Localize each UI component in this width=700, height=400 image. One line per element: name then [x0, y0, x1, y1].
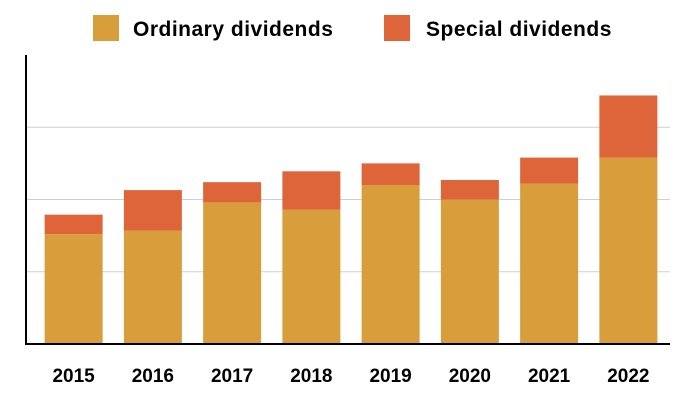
bar-special-2016	[123, 190, 182, 231]
legend-swatch-ordinary	[93, 15, 119, 41]
legend-label-ordinary: Ordinary dividends	[133, 18, 333, 41]
bars	[44, 95, 658, 344]
x-tick-label-2017: 2017	[211, 366, 253, 387]
x-tick-label-2021: 2021	[528, 366, 571, 387]
bar-special-2017	[203, 182, 262, 203]
bar-special-2015	[44, 214, 103, 235]
x-tick-label-2020: 2020	[449, 366, 491, 387]
x-tick-label-2015: 2015	[52, 366, 95, 387]
x-tick-label-2018: 2018	[290, 366, 332, 387]
bar-special-2020	[440, 179, 499, 200]
bar-ordinary-2019	[361, 185, 420, 344]
bar-special-2018	[282, 171, 341, 210]
bar-ordinary-2018	[282, 209, 341, 344]
legend-swatch-special	[384, 15, 410, 41]
bar-ordinary-2017	[203, 202, 262, 344]
legend: Ordinary dividends Special dividends	[93, 15, 612, 41]
x-tick-label-2022: 2022	[607, 366, 649, 387]
bar-ordinary-2016	[123, 230, 182, 344]
bar-ordinary-2022	[599, 157, 658, 344]
bar-special-2022	[599, 95, 658, 158]
legend-label-special: Special dividends	[426, 18, 612, 41]
x-tick-label-2016: 2016	[132, 366, 174, 387]
bar-special-2021	[520, 157, 579, 184]
bar-ordinary-2021	[520, 183, 579, 344]
bar-ordinary-2015	[44, 234, 103, 344]
x-tick-label-2019: 2019	[369, 366, 411, 387]
bar-ordinary-2020	[440, 199, 499, 344]
x-tick-labels: 2015 2016 2017 2018 2019 2020 2021 2022	[52, 366, 649, 387]
bar-special-2019	[361, 163, 420, 186]
